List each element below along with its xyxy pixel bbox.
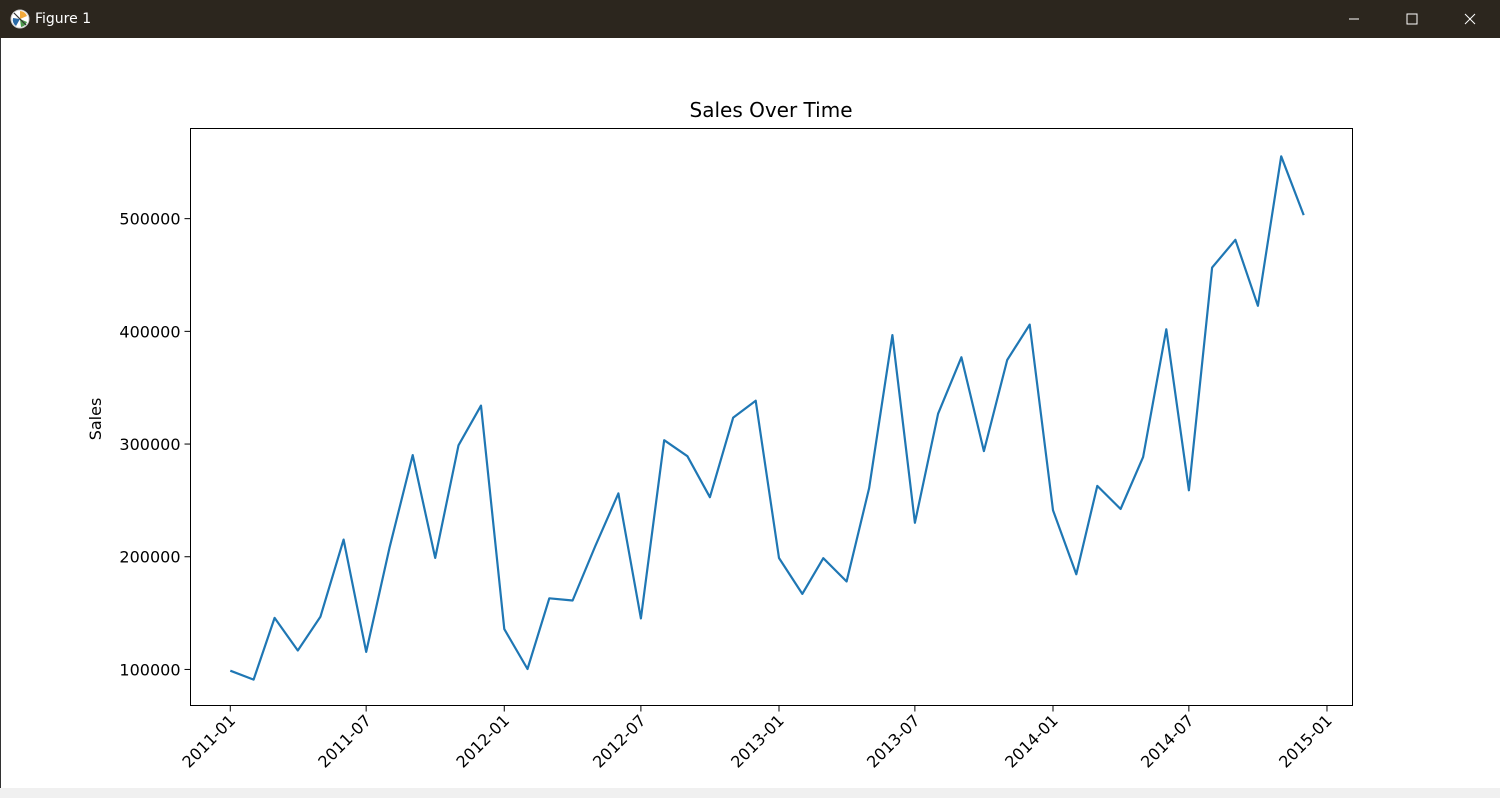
- plot-frame: [190, 128, 1353, 706]
- figure-canvas: Sales Over Time Sales 100000 200000 300000…: [0, 38, 1500, 788]
- x-axis: 2011-01 2011-07 2012-01 2012-07 2013-01 2013-…: [178, 705, 1336, 772]
- window-titlebar: Figure 1: [0, 0, 1500, 38]
- window-title: Figure 1: [35, 11, 92, 27]
- toolbar-strip: [0, 788, 1500, 798]
- x-tick-label: 2011-07: [314, 711, 375, 772]
- x-tick-label: 2012-07: [589, 711, 650, 772]
- x-tick-label: 2015-01: [1275, 711, 1336, 772]
- x-tick-label: 2013-01: [727, 711, 788, 772]
- close-icon: [1464, 13, 1476, 25]
- sales-line-chart: Sales Over Time Sales 100000 200000 300000…: [86, 98, 1353, 772]
- y-tick-label: 500000: [119, 210, 180, 229]
- x-tick-label: 2014-01: [1001, 711, 1062, 772]
- x-tick-label: 2012-01: [452, 711, 513, 772]
- x-tick-label: 2013-07: [863, 711, 924, 772]
- matplotlib-icon: [10, 9, 30, 29]
- close-button[interactable]: [1441, 0, 1499, 38]
- sales-series-line: [229, 155, 1305, 681]
- minimize-icon: [1349, 18, 1359, 20]
- y-axis-label: Sales: [86, 398, 105, 441]
- x-tick-label: 2014-07: [1137, 711, 1198, 772]
- y-tick-label: 300000: [119, 435, 180, 454]
- chart-title: Sales Over Time: [690, 98, 853, 122]
- maximize-icon: [1406, 13, 1418, 25]
- x-tick-label: 2011-01: [178, 711, 239, 772]
- y-tick-label: 200000: [119, 548, 180, 567]
- y-tick-label: 100000: [119, 660, 180, 679]
- y-axis: 100000 200000 300000 400000 500000: [119, 210, 191, 679]
- maximize-button[interactable]: [1383, 0, 1441, 38]
- minimize-button[interactable]: [1325, 0, 1383, 38]
- y-tick-label: 400000: [119, 322, 180, 341]
